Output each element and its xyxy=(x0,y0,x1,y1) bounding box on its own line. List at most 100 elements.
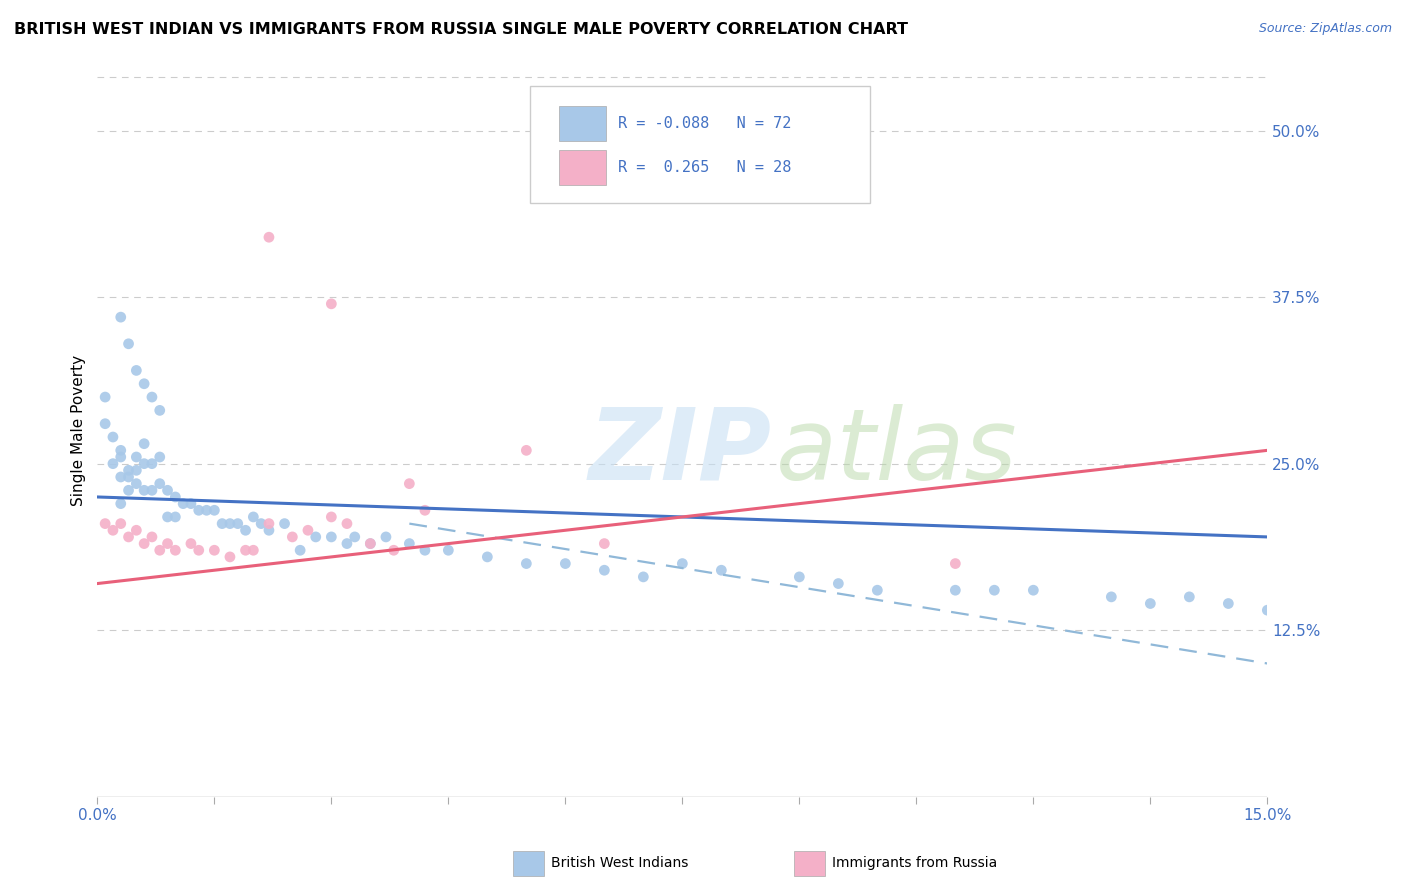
Y-axis label: Single Male Poverty: Single Male Poverty xyxy=(72,355,86,506)
Point xyxy=(250,516,273,531)
Point xyxy=(343,530,366,544)
Point xyxy=(943,557,966,571)
Point xyxy=(110,443,132,458)
Point xyxy=(117,530,139,544)
Point xyxy=(180,536,202,550)
Point xyxy=(202,503,225,517)
Point xyxy=(257,230,280,244)
Point xyxy=(180,497,202,511)
Point xyxy=(1218,597,1240,611)
Point xyxy=(1139,597,1161,611)
Point xyxy=(288,543,311,558)
Point xyxy=(336,516,359,531)
Text: R =  0.265   N = 28: R = 0.265 N = 28 xyxy=(619,160,792,175)
Point xyxy=(593,563,616,577)
Point xyxy=(1022,583,1045,598)
Point xyxy=(671,557,693,571)
Point xyxy=(134,536,156,550)
Point xyxy=(219,516,242,531)
Point xyxy=(125,463,148,477)
Text: R = -0.088   N = 72: R = -0.088 N = 72 xyxy=(619,116,792,131)
FancyBboxPatch shape xyxy=(530,86,869,203)
Text: BRITISH WEST INDIAN VS IMMIGRANTS FROM RUSSIA SINGLE MALE POVERTY CORRELATION CH: BRITISH WEST INDIAN VS IMMIGRANTS FROM R… xyxy=(14,22,908,37)
Point xyxy=(172,497,194,511)
Point xyxy=(110,470,132,484)
Point xyxy=(101,457,124,471)
Point xyxy=(165,510,187,524)
Point xyxy=(101,430,124,444)
FancyBboxPatch shape xyxy=(560,150,606,185)
Point xyxy=(321,297,343,311)
Point xyxy=(437,543,460,558)
Point xyxy=(297,523,319,537)
Point xyxy=(165,543,187,558)
Point xyxy=(866,583,889,598)
Point xyxy=(125,523,148,537)
Text: Source: ZipAtlas.com: Source: ZipAtlas.com xyxy=(1258,22,1392,36)
Point xyxy=(593,536,616,550)
Point xyxy=(156,483,179,498)
Point xyxy=(110,450,132,464)
Point xyxy=(117,470,139,484)
Point xyxy=(125,450,148,464)
Point xyxy=(789,570,811,584)
Point xyxy=(125,363,148,377)
Point xyxy=(110,516,132,531)
Point xyxy=(515,557,537,571)
Point xyxy=(242,510,264,524)
Point xyxy=(281,530,304,544)
Point xyxy=(117,483,139,498)
Point xyxy=(226,516,249,531)
Point xyxy=(187,503,209,517)
Point xyxy=(202,543,225,558)
Point xyxy=(710,563,733,577)
Point xyxy=(633,570,655,584)
Point xyxy=(359,536,381,550)
Point xyxy=(195,503,218,517)
Point xyxy=(165,490,187,504)
Point xyxy=(413,543,436,558)
Point xyxy=(134,483,156,498)
Point xyxy=(398,536,420,550)
Point xyxy=(321,510,343,524)
Point xyxy=(156,536,179,550)
Point xyxy=(336,536,359,550)
Point xyxy=(305,530,328,544)
Point xyxy=(554,557,576,571)
Point xyxy=(515,443,537,458)
Point xyxy=(110,497,132,511)
Point xyxy=(477,549,499,564)
Point xyxy=(149,543,172,558)
Point xyxy=(1099,590,1122,604)
Point xyxy=(242,543,264,558)
Point xyxy=(141,530,163,544)
Point xyxy=(382,543,405,558)
Point xyxy=(187,543,209,558)
Point xyxy=(149,403,172,417)
FancyBboxPatch shape xyxy=(560,106,606,141)
Point xyxy=(359,536,381,550)
Point xyxy=(235,523,257,537)
Point xyxy=(117,336,139,351)
Point xyxy=(141,457,163,471)
Point xyxy=(94,516,117,531)
Point xyxy=(94,390,117,404)
Point xyxy=(149,476,172,491)
Point xyxy=(257,523,280,537)
Point xyxy=(117,463,139,477)
Point xyxy=(273,516,295,531)
Point xyxy=(398,476,420,491)
Point xyxy=(141,483,163,498)
Point xyxy=(943,583,966,598)
Point xyxy=(257,516,280,531)
Point xyxy=(156,510,179,524)
Point xyxy=(141,390,163,404)
Point xyxy=(321,530,343,544)
Text: atlas: atlas xyxy=(776,404,1018,500)
Point xyxy=(983,583,1005,598)
Point xyxy=(94,417,117,431)
Text: British West Indians: British West Indians xyxy=(551,856,689,871)
Point xyxy=(110,310,132,325)
Point xyxy=(134,376,156,391)
Point xyxy=(125,476,148,491)
